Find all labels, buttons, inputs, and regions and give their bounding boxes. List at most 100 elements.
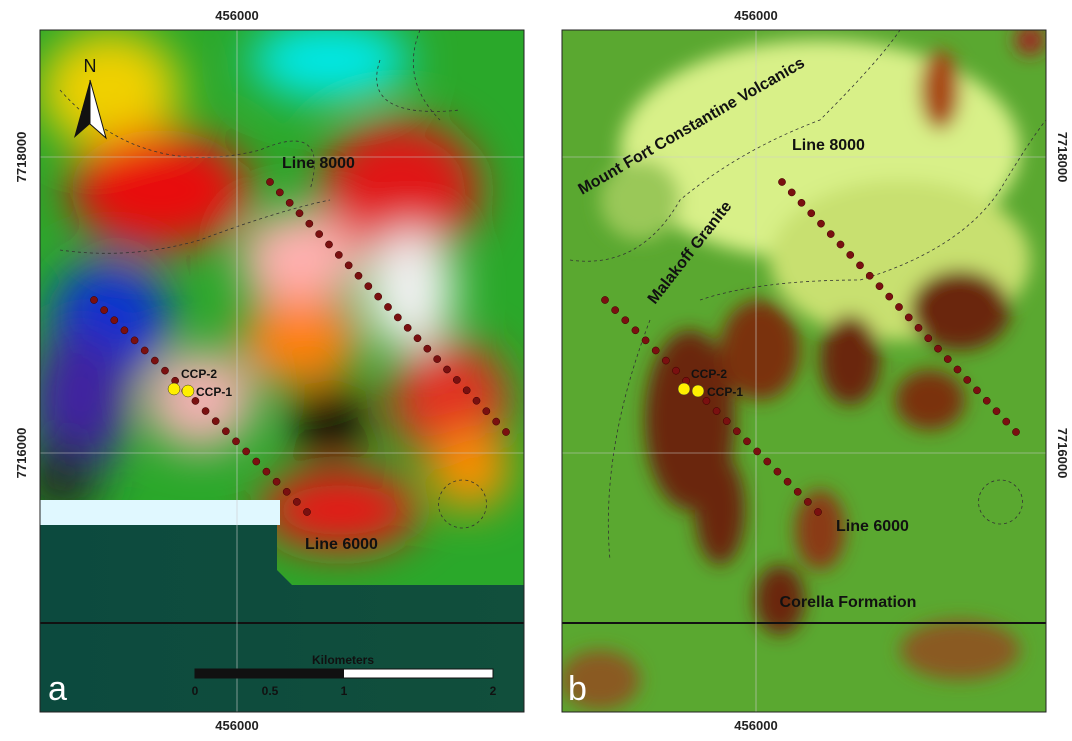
survey-dot [886, 293, 893, 300]
north-arrow: N [84, 56, 97, 76]
scale-label: 1 [341, 684, 348, 698]
survey-dot [404, 324, 411, 331]
survey-dot [414, 335, 421, 342]
y-tick-label: 7718000 [1055, 132, 1070, 183]
line-label: Line 8000 [282, 155, 355, 172]
survey-dot [837, 241, 844, 248]
survey-dot [983, 397, 990, 404]
survey-dot [662, 357, 669, 364]
point [182, 385, 194, 397]
survey-dot [774, 468, 781, 475]
point [678, 383, 690, 395]
panel-a-map: CCP-2 CCP-1 Line 8000 Line 6000 N Kilome… [20, 20, 524, 712]
panel-b-map: CCP-2 CCP-1 Line 8000 Line 6000 Mount Fo… [560, 25, 1046, 712]
survey-dot [424, 345, 431, 352]
x-tick-label: 456000 [215, 8, 258, 23]
panel-label: a [48, 670, 67, 708]
survey-dot [316, 230, 323, 237]
survey-dot [778, 178, 785, 185]
survey-dot [276, 189, 283, 196]
survey-dot [652, 347, 659, 354]
survey-dot [642, 337, 649, 344]
survey-dot [325, 241, 332, 248]
survey-dot [866, 272, 873, 279]
survey-dot [934, 345, 941, 352]
point-label: CCP-1 [196, 385, 232, 399]
survey-dot [296, 210, 303, 217]
survey-dot [788, 189, 795, 196]
survey-dot [876, 283, 883, 290]
survey-dot [286, 199, 293, 206]
line-label: Line 6000 [836, 518, 909, 535]
survey-dot [263, 468, 270, 475]
line-label: Line 6000 [305, 536, 378, 553]
survey-dot [131, 337, 138, 344]
survey-dot [827, 230, 834, 237]
survey-dot [303, 508, 310, 515]
survey-dot [798, 199, 805, 206]
survey-dot [273, 478, 280, 485]
survey-dot [964, 376, 971, 383]
survey-dot [365, 283, 372, 290]
survey-dot [925, 335, 932, 342]
y-tick-label: 7716000 [14, 428, 29, 479]
survey-dot [161, 367, 168, 374]
survey-dot [384, 303, 391, 310]
survey-dot [1012, 428, 1019, 435]
survey-dot [804, 498, 811, 505]
survey-dot [90, 296, 97, 303]
survey-dot [306, 220, 313, 227]
survey-dot [101, 306, 108, 313]
survey-dot [463, 387, 470, 394]
survey-dot [622, 317, 629, 324]
scale-label: 0.5 [262, 684, 279, 698]
survey-dot [283, 488, 290, 495]
survey-dot [151, 357, 158, 364]
line-label: Line 8000 [792, 137, 865, 154]
survey-dot [453, 376, 460, 383]
point [692, 385, 704, 397]
survey-dot [733, 428, 740, 435]
survey-dot [212, 418, 219, 425]
x-tick-label: 456000 [215, 718, 258, 733]
survey-dot [202, 407, 209, 414]
survey-dot [808, 210, 815, 217]
survey-dot [502, 428, 509, 435]
survey-dot [293, 498, 300, 505]
x-tick-label: 456000 [734, 718, 777, 733]
survey-dot [141, 347, 148, 354]
survey-dot [335, 251, 342, 258]
survey-dot [493, 418, 500, 425]
survey-dot [784, 478, 791, 485]
survey-dot [601, 296, 608, 303]
survey-dot [121, 327, 128, 334]
panel-label: b [568, 670, 587, 708]
survey-dot [222, 428, 229, 435]
survey-dot [1003, 418, 1010, 425]
survey-dot [764, 458, 771, 465]
point-label: CCP-2 [181, 367, 217, 381]
figure: CCP-2 CCP-1 Line 8000 Line 6000 N Kilome… [0, 0, 1072, 736]
point [168, 383, 180, 395]
survey-dot [713, 407, 720, 414]
survey-dot [243, 448, 250, 455]
survey-dot [743, 438, 750, 445]
survey-dot [847, 251, 854, 258]
survey-dot [355, 272, 362, 279]
survey-dot [473, 397, 480, 404]
survey-dot [754, 448, 761, 455]
survey-dot [672, 367, 679, 374]
survey-dot [973, 387, 980, 394]
survey-dot [993, 408, 1000, 415]
survey-dot [612, 306, 619, 313]
scale-label: 2 [490, 684, 497, 698]
y-tick-label: 7718000 [14, 132, 29, 183]
survey-dot [954, 366, 961, 373]
survey-dot [794, 488, 801, 495]
survey-dot [483, 408, 490, 415]
y-tick-label: 7716000 [1055, 428, 1070, 479]
point-label: CCP-2 [691, 367, 727, 381]
survey-dot [723, 418, 730, 425]
survey-dot [394, 314, 401, 321]
unit-label: Corella Formation [780, 594, 917, 611]
